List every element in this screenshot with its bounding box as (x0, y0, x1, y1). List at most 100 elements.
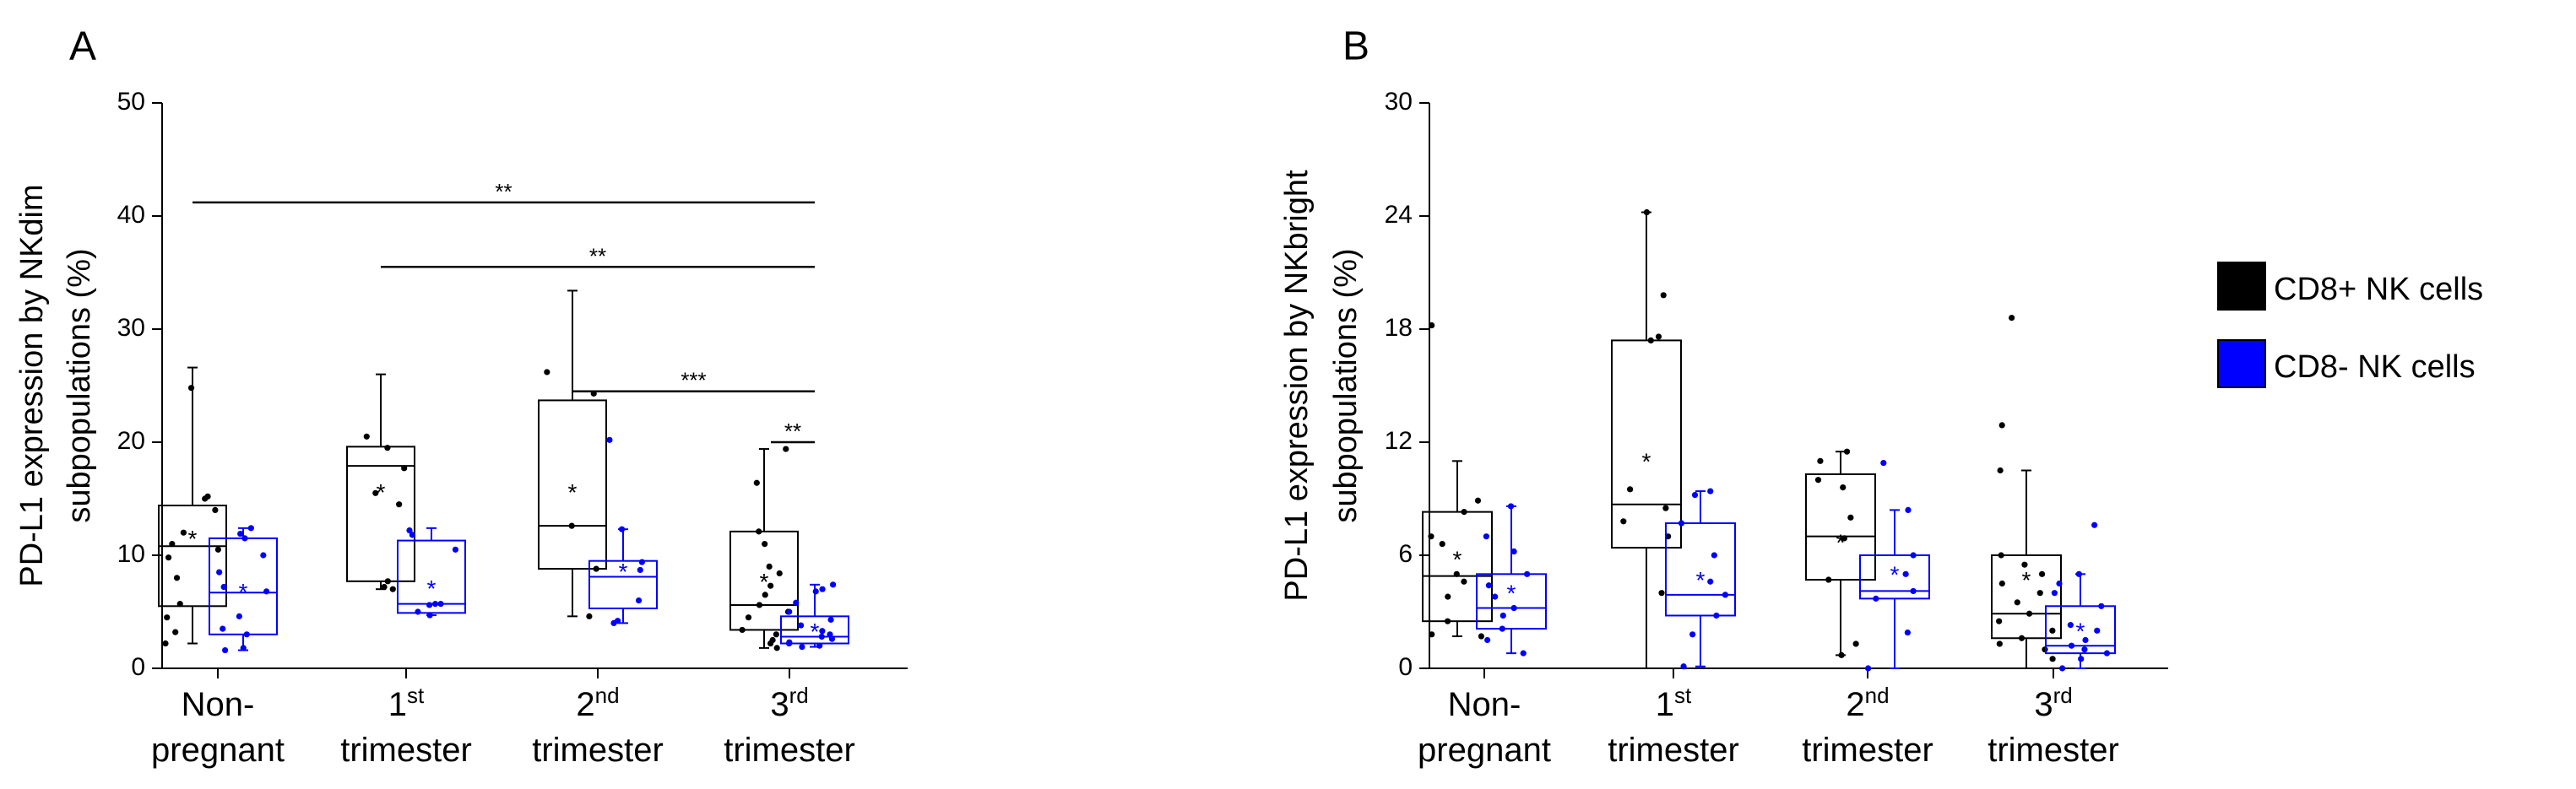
data-point (745, 614, 752, 621)
data-point (637, 566, 643, 574)
box-iqr (1422, 511, 1493, 623)
data-point (1840, 484, 1847, 491)
data-point (409, 532, 415, 538)
data-point (1445, 593, 1451, 600)
y-tick-label-b: 0 (1398, 653, 1413, 681)
data-point (1998, 422, 2005, 429)
data-point (2068, 642, 2075, 649)
data-point (173, 575, 181, 581)
legend: CD8+ NK cells CD8- NK cells (2217, 262, 2483, 388)
box-cd8-neg-0-a: * (209, 525, 278, 654)
data-point (2091, 521, 2098, 528)
data-point (1620, 518, 1627, 525)
data-point (816, 642, 823, 649)
category-label-line1-a: 1st (388, 683, 425, 723)
data-point (1910, 587, 1917, 595)
data-point (1500, 612, 1506, 619)
data-point (769, 636, 776, 644)
legend-swatch-cd8-neg (2217, 339, 2266, 388)
category-label-line1-b: 1st (1656, 683, 1692, 723)
category-label-line1-b: 3rd (2034, 683, 2072, 723)
y-axis-title-line2-b: subpopulations (%) (1328, 248, 1364, 522)
data-point (767, 582, 774, 589)
data-point (799, 643, 805, 651)
data-point (452, 546, 459, 553)
data-point (783, 446, 789, 452)
data-point (614, 618, 621, 624)
data-point (786, 639, 793, 646)
mean-marker: * (619, 559, 628, 585)
mean-marker: * (1836, 529, 1846, 555)
data-point (793, 599, 800, 606)
category-label-line2-a: trimester (724, 732, 855, 769)
box-iqr (346, 446, 415, 582)
box-iqr (588, 559, 658, 609)
significance-label: ** (495, 179, 512, 204)
data-point (212, 506, 219, 514)
box-cd8-pos-1-b: * (1611, 208, 1682, 669)
data-point (214, 546, 221, 553)
data-point (1660, 292, 1667, 299)
box-cd8-neg-1-a: * (397, 527, 466, 619)
data-point (1880, 459, 1887, 467)
data-point (384, 578, 391, 585)
data-point (2036, 590, 2043, 597)
y-tick-label-b: 24 (1385, 201, 1413, 229)
data-point (1997, 467, 2004, 474)
data-point (1865, 665, 1872, 672)
data-point (216, 569, 223, 576)
data-point (164, 614, 171, 621)
data-point (1492, 593, 1499, 600)
significance-label: ** (589, 243, 606, 268)
data-point (426, 612, 433, 619)
data-point (204, 493, 211, 500)
data-point (415, 608, 421, 615)
category-label-sup-b: st (1674, 683, 1692, 708)
mean-marker: * (1696, 567, 1706, 593)
data-point (1662, 505, 1669, 511)
data-point (431, 601, 439, 608)
significance-label: ** (784, 419, 801, 444)
data-point (2014, 599, 2020, 606)
data-point (544, 369, 550, 376)
data-point (236, 613, 242, 619)
data-point (2081, 646, 2088, 653)
box-cd8-pos-0-b: * (1422, 322, 1493, 640)
legend-label-cd8-pos: CD8+ NK cells (2274, 272, 2483, 307)
panel-label-a: A (69, 24, 96, 69)
data-point (1474, 497, 1482, 504)
data-point (819, 586, 826, 592)
y-axis-title-line2-a: subpopulations (%) (62, 248, 97, 522)
data-point (372, 489, 379, 496)
box-iqr (1476, 573, 1547, 630)
data-point (1453, 570, 1460, 577)
data-point (2026, 610, 2033, 617)
data-point (2098, 603, 2105, 609)
data-point (381, 583, 388, 591)
data-point (1902, 570, 1909, 577)
data-point (187, 385, 195, 392)
mean-marker: * (188, 526, 198, 552)
data-point (2075, 570, 2082, 577)
data-point (1658, 590, 1665, 597)
data-point (1691, 491, 1699, 499)
data-point (773, 631, 779, 638)
data-point (786, 608, 793, 615)
data-point (1439, 541, 1445, 548)
data-point (1998, 552, 2004, 559)
legend-swatch-cd8-pos (2217, 262, 2266, 311)
category-label-line1-a: Non- (182, 686, 255, 723)
data-point (1655, 333, 1662, 340)
data-point (2067, 622, 2074, 629)
box-cd8-neg-3-b: * (2045, 521, 2116, 672)
category-label-line2-b: pregnant (1418, 732, 1551, 769)
category-label-line2-a: pregnant (151, 732, 285, 769)
category-label-sup-a: st (407, 683, 425, 708)
data-point (2009, 315, 2015, 322)
category-label-line1-a: 2nd (576, 683, 619, 723)
mean-marker: * (811, 619, 820, 645)
y-tick-label-a: 50 (117, 88, 145, 116)
data-point (586, 613, 593, 619)
box-cd8-pos-3-a: * (729, 446, 799, 651)
